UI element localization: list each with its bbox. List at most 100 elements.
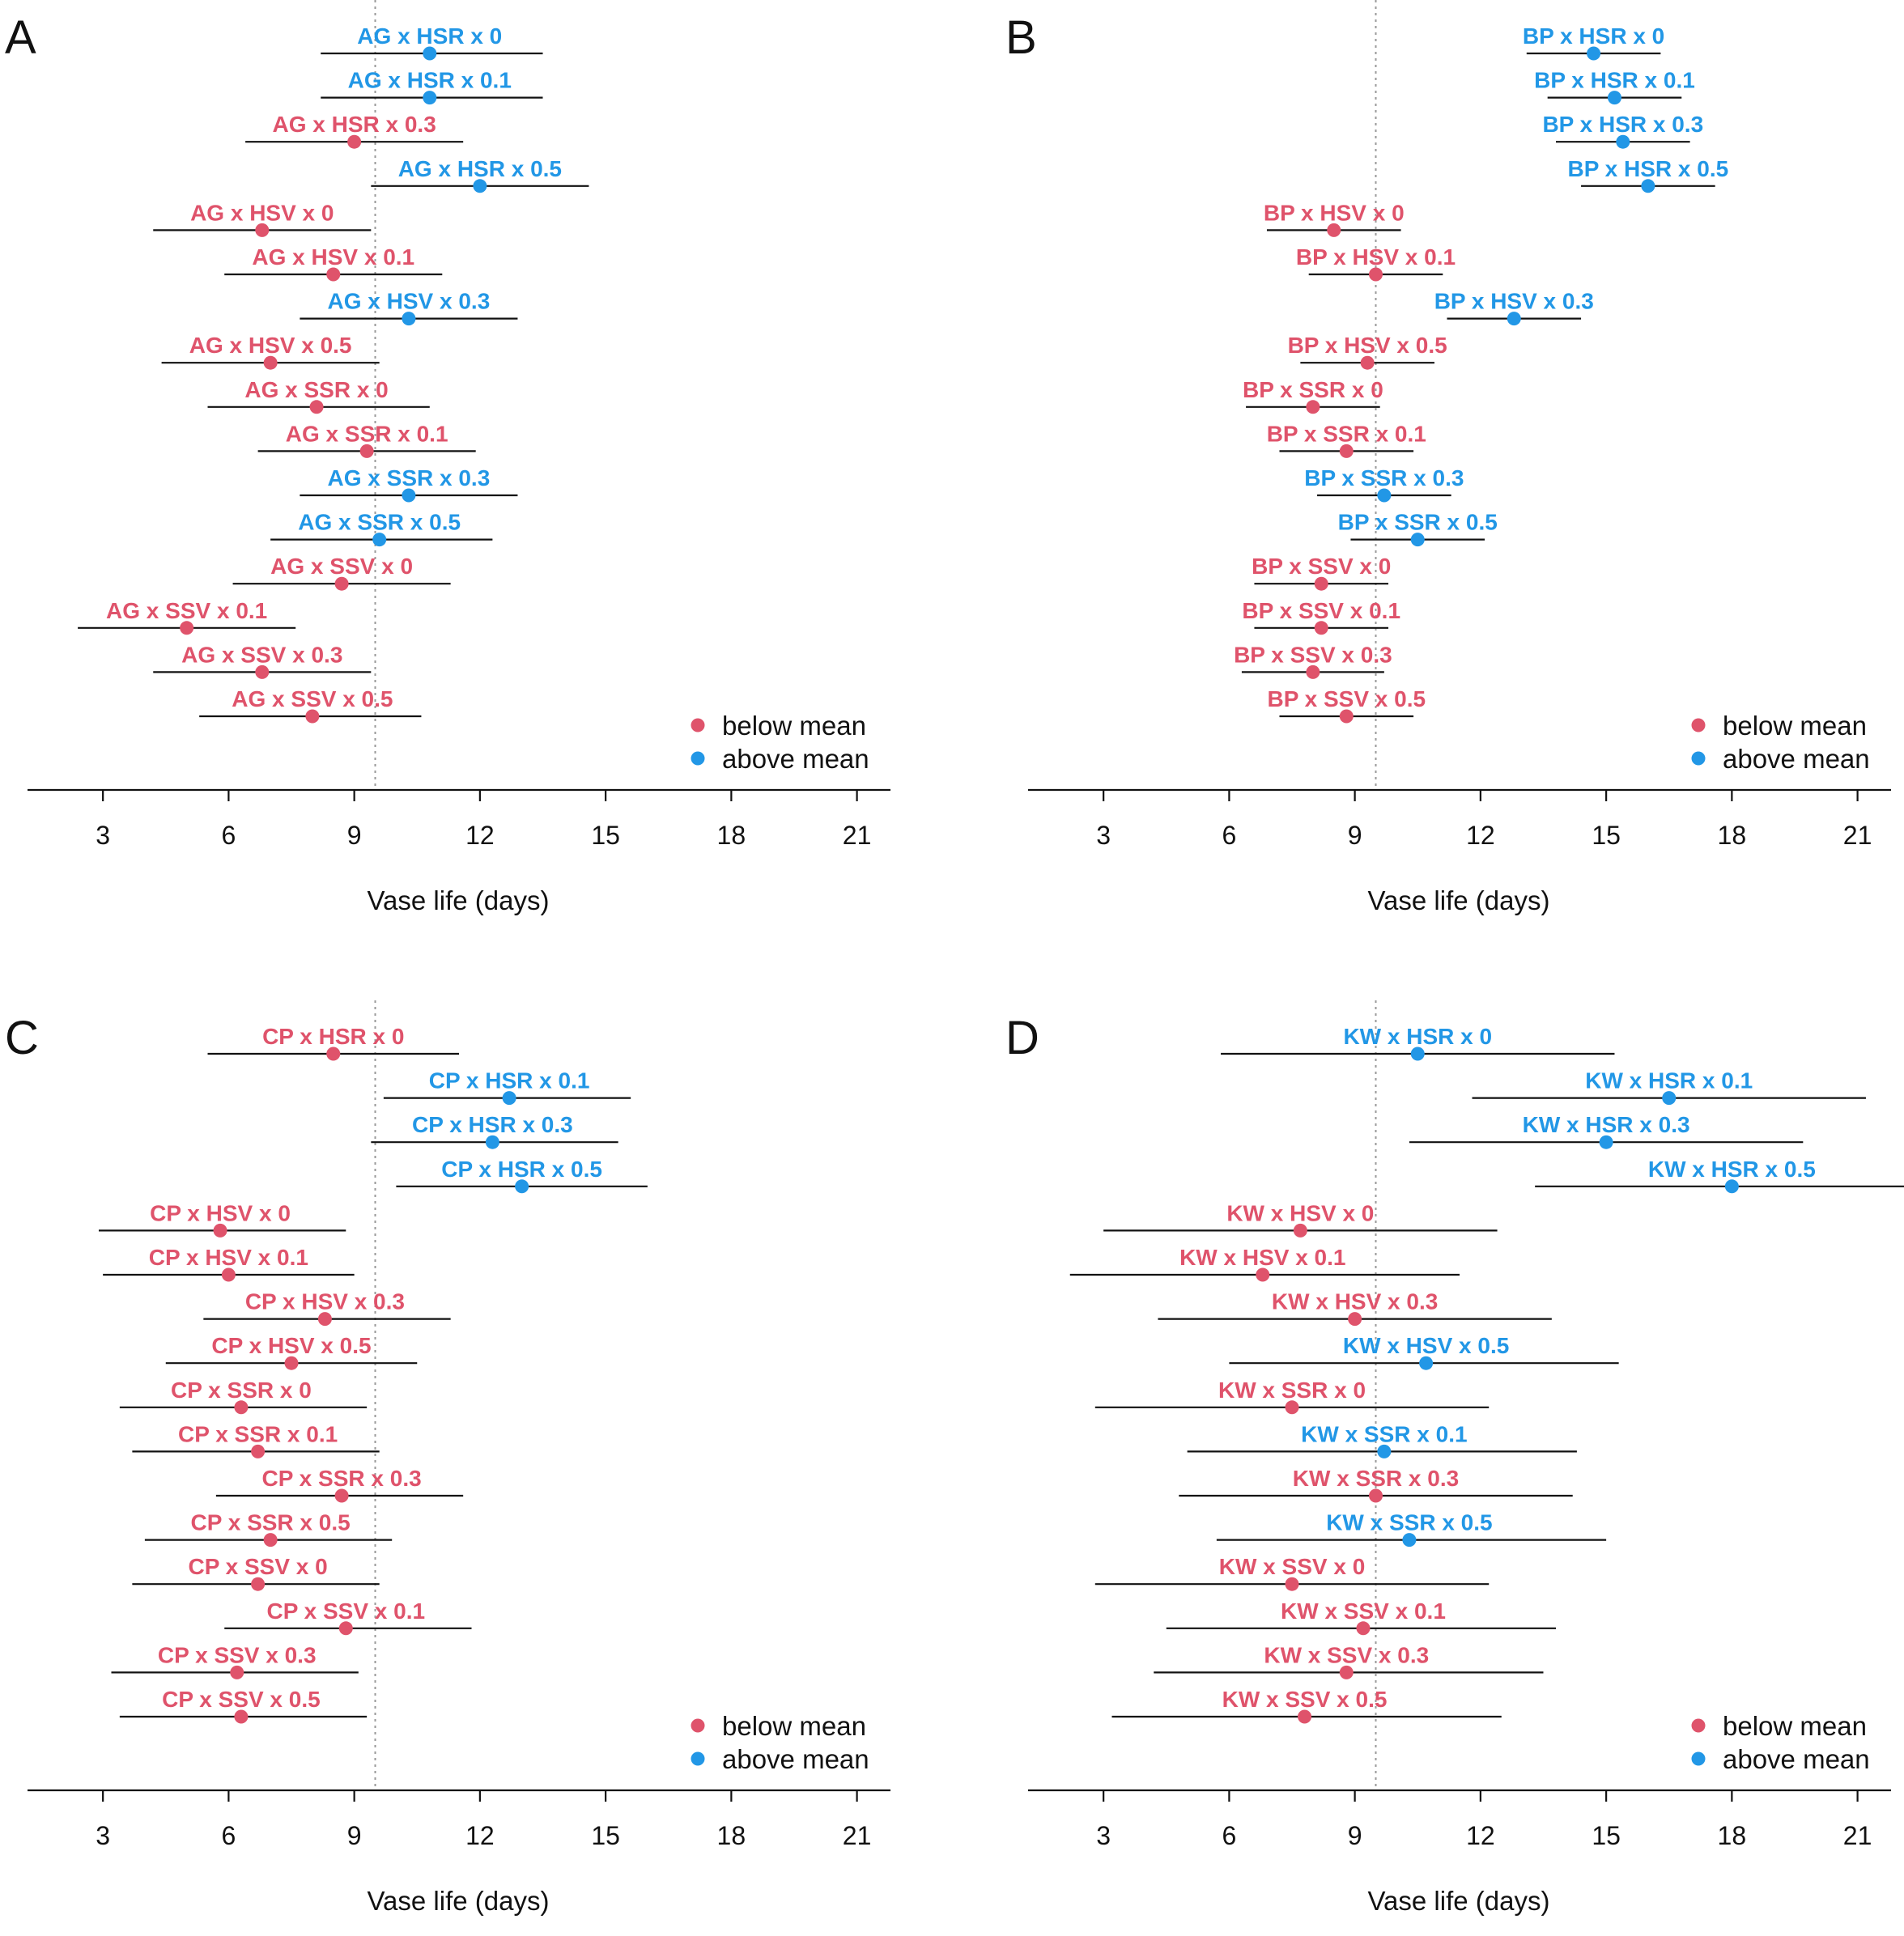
point-estimate	[347, 134, 362, 149]
point-label: AG x SSR x 0.3	[328, 465, 491, 490]
x-tick-label: 21	[1843, 1821, 1872, 1850]
x-tick-label: 12	[465, 1821, 495, 1850]
panel-c: C CP x HSR x 0 CP x HSR x 0.1 CP x HSR x 0.…	[5, 1000, 890, 1916]
point-label: CP x HSV x 0.5	[211, 1333, 371, 1358]
point-label: KW x HSV x 0.1	[1179, 1245, 1345, 1270]
point-label: CP x SSV x 0	[188, 1554, 327, 1579]
point-label: BP x SSR x 0	[1243, 377, 1383, 402]
point-estimate	[230, 1665, 244, 1679]
x-axis-title: Vase life (days)	[368, 1886, 550, 1916]
point-label: CP x SSV x 0.3	[158, 1642, 317, 1667]
point-estimate	[1599, 1135, 1613, 1149]
x-tick-label: 6	[221, 1821, 236, 1850]
x-tick-label: 3	[1096, 821, 1111, 850]
point-label: BP x HSR x 0	[1523, 23, 1664, 49]
point-label: AG x SSV x 0.3	[181, 642, 342, 667]
point-label: KW x HSR x 0.1	[1585, 1068, 1753, 1093]
point-estimate	[326, 267, 341, 282]
point-estimate	[1587, 46, 1601, 61]
x-tick-label: 3	[1096, 1821, 1111, 1850]
point-estimate	[1298, 1709, 1312, 1724]
point-label: AG x HSV x 0	[190, 200, 334, 225]
point-estimate	[221, 1267, 236, 1282]
point-label: AG x HSR x 0.3	[272, 112, 436, 137]
point-estimate	[1377, 1444, 1392, 1458]
point-estimate	[502, 1091, 516, 1106]
point-estimate	[255, 223, 270, 237]
point-estimate	[1377, 488, 1392, 503]
point-estimate	[1410, 533, 1425, 547]
x-tick-label: 15	[1592, 1821, 1621, 1850]
point-label: BP x SSR x 0.3	[1304, 465, 1464, 490]
panel-d: D KW x HSR x 0 KW x HSR x 0.1 KW x HSR x 0.…	[1005, 1000, 1904, 1916]
x-tick-label: 12	[1466, 821, 1495, 850]
legend-below-marker	[691, 1718, 705, 1733]
x-tick-label: 15	[591, 821, 620, 850]
point-label: AG x SSV x 0.5	[232, 686, 393, 711]
point-label: BP x HSV x 0.5	[1288, 333, 1447, 358]
point-label: KW x SSR x 0	[1218, 1378, 1366, 1403]
point-estimate	[1348, 1312, 1362, 1327]
point-estimate	[180, 621, 194, 635]
point-estimate	[372, 533, 387, 547]
legend-above-marker	[1691, 1751, 1706, 1766]
point-label: BP x HSV x 0.1	[1296, 244, 1456, 270]
point-estimate	[234, 1709, 249, 1724]
legend-above-marker	[691, 1751, 705, 1766]
x-tick-label: 9	[347, 821, 362, 850]
point-estimate	[326, 1047, 341, 1061]
x-tick-label: 15	[591, 1821, 620, 1850]
point-estimate	[284, 1356, 299, 1370]
panel-a: A AG x HSR x 0 AG x HSR x 0.1 AG x HSR x 0.…	[5, 0, 890, 915]
point-estimate	[1306, 664, 1320, 679]
point-label: CP x HSR x 0.1	[429, 1068, 590, 1093]
point-estimate	[255, 664, 270, 679]
point-estimate	[1641, 179, 1655, 193]
legend-below-label: below mean	[722, 1711, 866, 1741]
legend-below-label: below mean	[722, 711, 866, 741]
point-label: CP x HSV x 0.1	[149, 1245, 308, 1270]
point-label: AG x SSV x 0.1	[106, 598, 267, 623]
point-estimate	[263, 355, 278, 370]
point-label: AG x HSR x 0.5	[398, 156, 562, 181]
point-estimate	[1306, 400, 1320, 414]
point-label: CP x SSV x 0.5	[162, 1687, 321, 1712]
x-tick-label: 6	[221, 821, 236, 850]
point-label: KW x SSV x 0.3	[1264, 1642, 1429, 1667]
legend-above-label: above mean	[722, 744, 869, 774]
point-label: BP x SSV x 0.3	[1234, 642, 1392, 667]
point-estimate	[1327, 223, 1341, 237]
point-label: BP x HSV x 0.3	[1434, 289, 1594, 314]
point-estimate	[1607, 91, 1621, 105]
panel-letter: A	[5, 11, 36, 64]
point-estimate	[402, 312, 416, 326]
x-tick-label: 18	[717, 1821, 746, 1850]
point-label: KW x HSR x 0.5	[1648, 1157, 1816, 1182]
point-estimate	[1314, 576, 1328, 591]
point-estimate	[317, 1312, 332, 1327]
point-label: BP x SSV x 0.5	[1267, 686, 1426, 711]
point-estimate	[305, 709, 320, 724]
point-label: KW x SSV x 0	[1219, 1554, 1366, 1579]
point-label: CP x SSR x 0.1	[178, 1421, 338, 1446]
point-label: BP x HSV x 0	[1264, 200, 1405, 225]
point-label: BP x SSR x 0.5	[1338, 510, 1498, 535]
point-estimate	[263, 1533, 278, 1548]
point-label: KW x HSR x 0	[1343, 1024, 1492, 1049]
point-estimate	[1419, 1356, 1434, 1370]
point-estimate	[251, 1444, 266, 1458]
point-label: BP x SSR x 0.1	[1267, 421, 1426, 446]
point-estimate	[1356, 1621, 1371, 1636]
point-label: CP x SSR x 0	[171, 1378, 312, 1403]
legend-above-marker	[691, 751, 705, 766]
point-estimate	[1369, 267, 1383, 282]
point-estimate	[1314, 621, 1328, 635]
x-axis-title: Vase life (days)	[1368, 885, 1550, 915]
point-estimate	[234, 1400, 249, 1415]
point-label: KW x SSR x 0.3	[1293, 1466, 1459, 1491]
point-estimate	[1285, 1577, 1299, 1591]
